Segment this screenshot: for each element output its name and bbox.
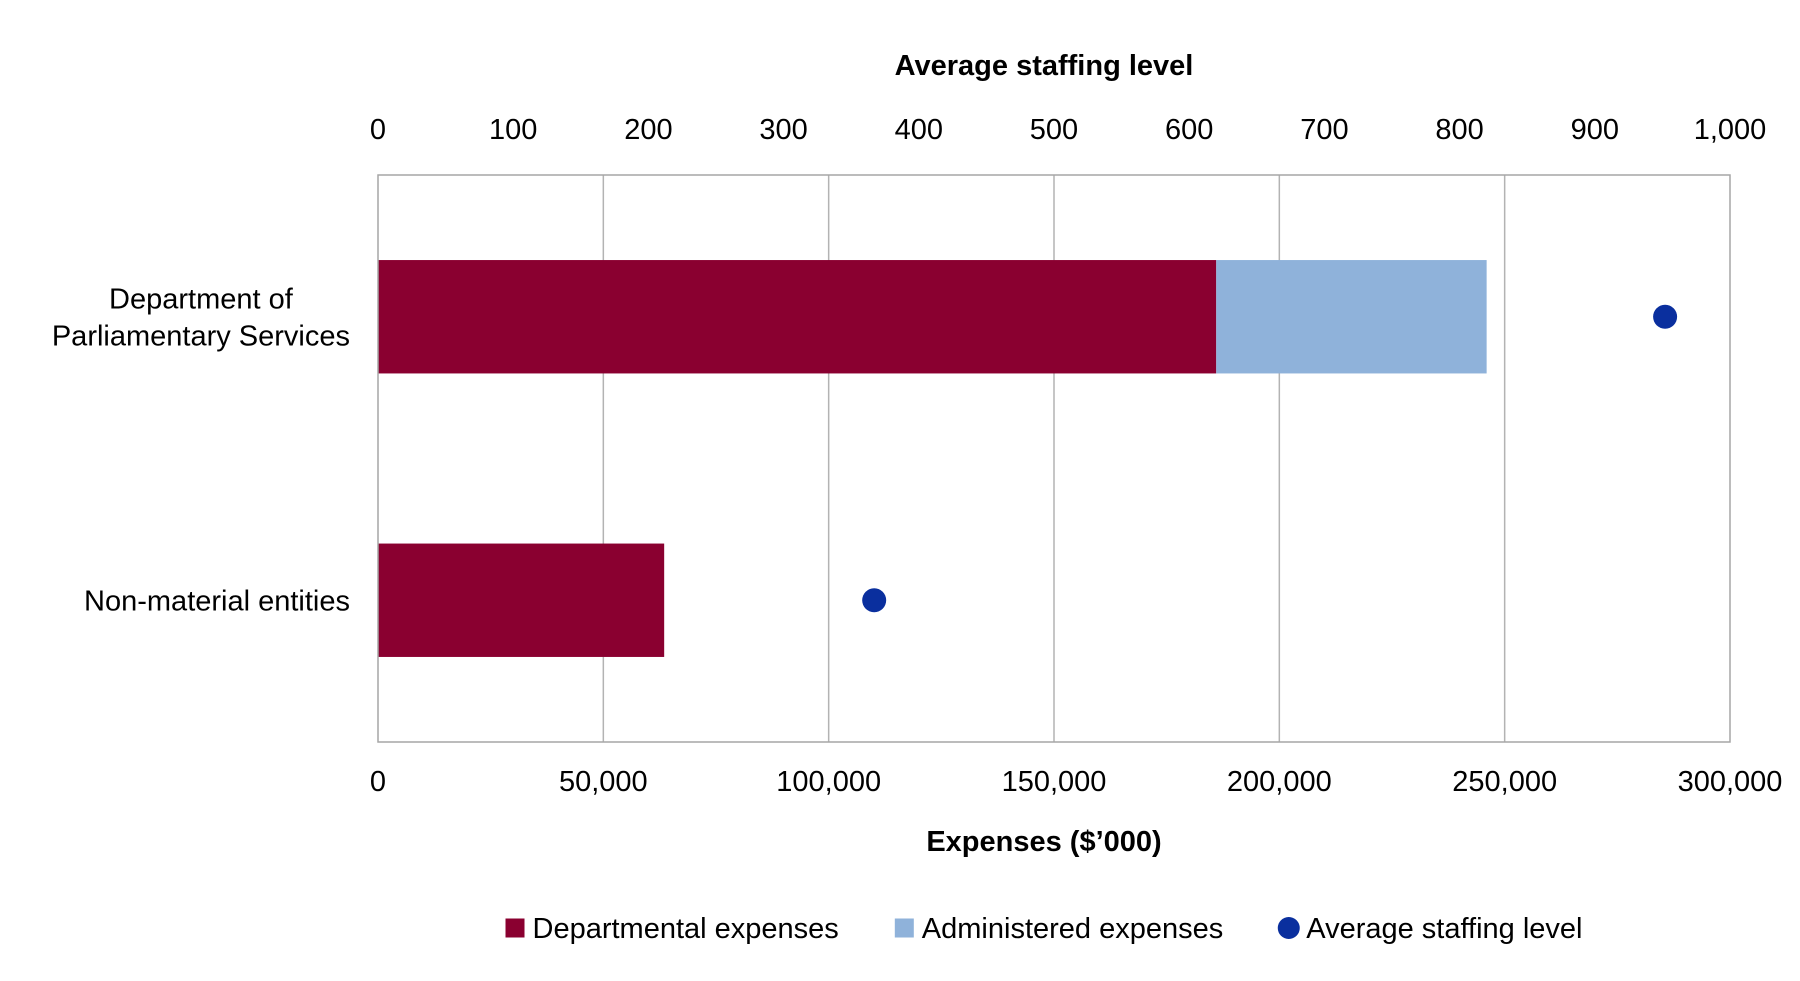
legend-swatch bbox=[505, 918, 525, 938]
staffing-points bbox=[862, 304, 1678, 613]
category-label: Non-material entities bbox=[84, 585, 350, 617]
bar-series bbox=[378, 260, 1487, 657]
bar-departmental-0 bbox=[378, 260, 1217, 374]
legend-item-0: Departmental expenses bbox=[505, 913, 839, 945]
top-axis-title: Average staffing level bbox=[895, 50, 1194, 82]
staffing-point-0 bbox=[1653, 304, 1678, 329]
category-label-line: Parliamentary Services bbox=[52, 320, 350, 352]
top-tick-label: 500 bbox=[1030, 114, 1078, 146]
top-tick-label: 100 bbox=[489, 114, 537, 146]
category-label-line: Department of bbox=[109, 283, 294, 315]
category-label: Department of Parliamentary Services bbox=[52, 283, 350, 352]
legend-swatch-circle bbox=[1277, 917, 1300, 939]
top-tick-label: 800 bbox=[1435, 114, 1483, 146]
bottom-tick-label: 200,000 bbox=[1227, 766, 1332, 798]
legend-swatch bbox=[894, 918, 914, 938]
bottom-axis-ticks: 0 50,000 100,000 150,000 200,000 250,000 300,0… bbox=[370, 766, 1782, 798]
legend-item-1: Administered expenses bbox=[894, 913, 1223, 945]
legend-label: Average staffing level bbox=[1306, 913, 1582, 945]
plot-area-border bbox=[377, 174, 1731, 743]
top-tick-label: 400 bbox=[895, 114, 943, 146]
bottom-tick-label: 150,000 bbox=[1002, 766, 1107, 798]
category-label-line: Non-material entities bbox=[84, 585, 350, 617]
top-tick-label: 900 bbox=[1571, 114, 1619, 146]
top-tick-label: 300 bbox=[759, 114, 807, 146]
top-tick-label: 0 bbox=[370, 114, 386, 146]
category-labels: Department of Parliamentary Services Non-m… bbox=[52, 283, 350, 617]
bottom-axis-title: Expenses ($’000) bbox=[926, 826, 1161, 858]
top-tick-label: 700 bbox=[1300, 114, 1348, 146]
bottom-tick-label: 0 bbox=[370, 766, 386, 798]
bottom-tick-label: 250,000 bbox=[1452, 766, 1557, 798]
bottom-tick-label: 300,000 bbox=[1678, 766, 1783, 798]
bottom-tick-label: 50,000 bbox=[559, 766, 648, 798]
bottom-tick-label: 100,000 bbox=[776, 766, 881, 798]
bar-departmental-1 bbox=[378, 543, 665, 657]
top-tick-label: 1,000 bbox=[1694, 114, 1767, 146]
top-tick-label: 600 bbox=[1165, 114, 1213, 146]
bar-administered-0 bbox=[1216, 260, 1487, 374]
legend-label: Departmental expenses bbox=[533, 913, 839, 945]
legend: Departmental expenses Administered expens… bbox=[505, 913, 1582, 945]
top-tick-label: 200 bbox=[624, 114, 672, 146]
top-axis-ticks: 0 100 200 300 400 500 600 700 800 900 1,000 bbox=[370, 114, 1766, 146]
legend-item-2: Average staffing level bbox=[1277, 913, 1582, 945]
legend-label: Administered expenses bbox=[922, 913, 1223, 945]
staffing-point-1 bbox=[862, 588, 887, 613]
